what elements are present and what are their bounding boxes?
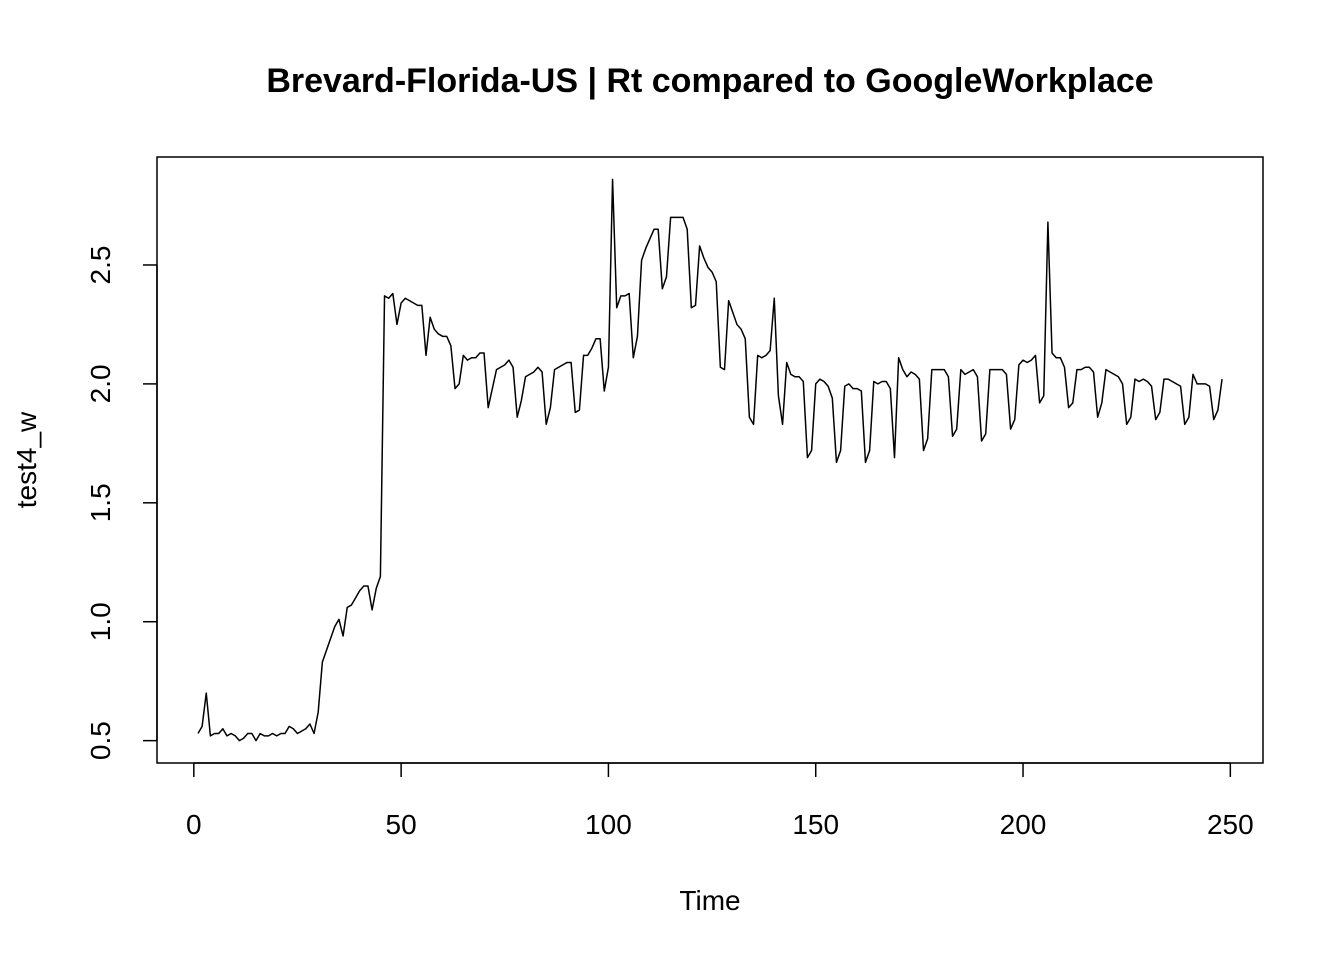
y-axis-label: test4_w [11,411,42,508]
y-tick-label: 2.0 [85,364,116,403]
chart-title: Brevard-Florida-US | Rt compared to Goog… [266,62,1153,100]
x-tick-label: 100 [585,809,632,840]
y-tick-label: 0.5 [85,721,116,760]
data-line [197,178,1223,742]
y-tick-label: 1.0 [85,602,116,641]
x-tick-label: 50 [386,809,417,840]
x-tick-label: 150 [792,809,839,840]
x-axis-label: Time [679,885,740,916]
x-tick-label: 200 [1000,809,1047,840]
plot-box [156,156,1264,764]
x-tick-label: 0 [186,809,202,840]
x-tick-label: 250 [1207,809,1254,840]
y-tick-label: 2.5 [85,246,116,285]
y-tick-label: 1.5 [85,483,116,522]
